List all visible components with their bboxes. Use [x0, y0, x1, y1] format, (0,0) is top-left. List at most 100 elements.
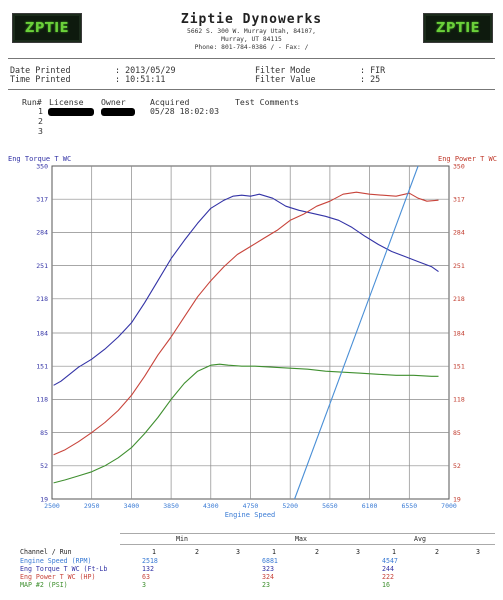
left-tick-label: 184: [36, 329, 48, 337]
channel-label: Eng Torque T WC (Ft-Lb: [20, 565, 108, 573]
right-tick-label: 350: [453, 162, 465, 170]
channel-label: Engine Speed (RPM): [20, 557, 92, 565]
right-tick-label: 52: [453, 462, 461, 470]
run-col-1: 1: [392, 548, 396, 556]
runs-header-owner: Owner: [101, 97, 126, 107]
right-tick-label: 184: [453, 329, 465, 337]
x-tick-label: 7000: [441, 502, 457, 510]
runs-header-run: Run#: [22, 97, 42, 107]
engine-speed-line: [294, 165, 419, 500]
run-col-1: 1: [152, 548, 156, 556]
redacted-license: [48, 108, 94, 116]
avg-value: 16: [382, 581, 390, 589]
min-value: 63: [142, 573, 150, 581]
redacted-owner: [101, 108, 135, 116]
ziptie-logo-right: ZPTIE: [423, 13, 493, 43]
address-line-1: 5662 S. 300 W. Murray Utah, 84107,: [187, 28, 316, 35]
date-printed-label: Date Printed: [10, 65, 71, 75]
phone-line: Phone: 801-784-0386 / - Fax: /: [194, 44, 309, 51]
left-tick-label: 118: [36, 396, 48, 404]
avg-value: 4547: [382, 557, 398, 565]
run-col-2: 2: [195, 548, 199, 556]
min-header: Min: [176, 535, 188, 543]
filter-value-label: Filter Value: [255, 74, 316, 84]
channel-label: Eng Power T WC (HP): [20, 573, 96, 581]
dyno-chart: Eng Torque T WC Eng Power T WC 19 52 85 118…: [8, 155, 497, 519]
avg-header: Avg: [414, 535, 426, 543]
right-tick-label: 85: [453, 429, 461, 437]
filter-value-value: : 25: [360, 74, 381, 84]
max-value: 324: [262, 573, 274, 581]
right-axis-title: Eng Power T WC: [438, 155, 497, 163]
run-number: 2: [38, 116, 43, 126]
runs-header-acquired: Acquired: [150, 97, 190, 107]
min-value: 2518: [142, 557, 158, 565]
avg-value: 222: [382, 573, 394, 581]
right-tick-label: 118: [453, 396, 465, 404]
x-tick-label: 5650: [322, 502, 338, 510]
power-line: [53, 191, 439, 456]
right-tick-label: 19: [453, 495, 461, 503]
address-line-2: Murray, UT 84115: [221, 36, 282, 43]
meta-divider: [8, 89, 495, 90]
left-tick-label: 350: [36, 162, 48, 170]
run-col-2: 2: [315, 548, 319, 556]
x-tick-label: 4750: [243, 502, 259, 510]
run-col-3: 3: [356, 548, 360, 556]
time-printed-value: : 10:51:11: [115, 74, 166, 84]
right-tick-label: 151: [453, 363, 465, 371]
left-tick-label: 251: [36, 262, 48, 270]
header-divider: [8, 58, 495, 59]
right-tick-label: 218: [453, 295, 465, 303]
x-tick-label: 3400: [124, 502, 140, 510]
run-acquired: 05/28 18:02:03: [150, 106, 220, 116]
company-name: Ziptie Dynowerks: [180, 12, 323, 27]
left-axis-ticks: 19 52 85 118 151 184 218 251 284 317 350: [36, 162, 48, 503]
map-line: [53, 363, 439, 484]
grid-lines: [52, 166, 449, 499]
x-tick-label: 2950: [84, 502, 100, 510]
x-tick-label: 4300: [203, 502, 219, 510]
run-col-3: 3: [236, 548, 240, 556]
left-tick-label: 19: [40, 495, 48, 503]
right-tick-label: 251: [453, 262, 465, 270]
right-tick-label: 284: [453, 229, 465, 237]
run-col-3: 3: [476, 548, 480, 556]
x-tick-label: 6100: [362, 502, 378, 510]
min-value: 132: [142, 565, 154, 573]
left-tick-label: 52: [40, 462, 48, 470]
avg-value: 244: [382, 565, 394, 573]
left-tick-label: 218: [36, 295, 48, 303]
left-tick-label: 317: [36, 195, 48, 203]
x-tick-label: 5200: [282, 502, 298, 510]
channel-run-header: Channel / Run: [20, 548, 72, 556]
right-axis-ticks: 19 52 85 118 151 184 218 251 284 317 350: [453, 162, 465, 503]
x-tick-label: 6550: [401, 502, 417, 510]
table-mid-rule: [120, 544, 495, 545]
x-tick-label: 3850: [163, 502, 179, 510]
run-col-2: 2: [435, 548, 439, 556]
min-value: 3: [142, 581, 146, 589]
left-tick-label: 151: [36, 363, 48, 371]
max-value: 6881: [262, 557, 278, 565]
left-axis-title: Eng Torque T WC: [8, 155, 71, 163]
left-tick-label: 85: [40, 429, 48, 437]
torque-line: [53, 193, 439, 386]
x-axis-ticks: 2500 2950 3400 3850 4300 4750 5200 5650 6100 6550…: [44, 502, 457, 510]
filter-mode-label: Filter Mode: [255, 65, 311, 75]
runs-header-license: License: [49, 97, 84, 107]
time-printed-label: Time Printed: [10, 74, 71, 84]
channel-label: MAP #2 (PSI): [20, 581, 68, 589]
max-header: Max: [295, 535, 307, 543]
series-lines: [53, 165, 439, 500]
ziptie-logo-left: ZPTIE: [12, 13, 82, 43]
x-axis-title: Engine Speed: [225, 511, 276, 519]
max-value: 323: [262, 565, 274, 573]
run-number: 3: [38, 126, 43, 136]
max-value: 23: [262, 581, 270, 589]
filter-mode-value: : FIR: [360, 65, 386, 75]
run-number: 1: [38, 106, 43, 116]
run-col-1: 1: [272, 548, 276, 556]
right-tick-label: 317: [453, 195, 465, 203]
date-printed-value: : 2013/05/29: [115, 65, 176, 75]
